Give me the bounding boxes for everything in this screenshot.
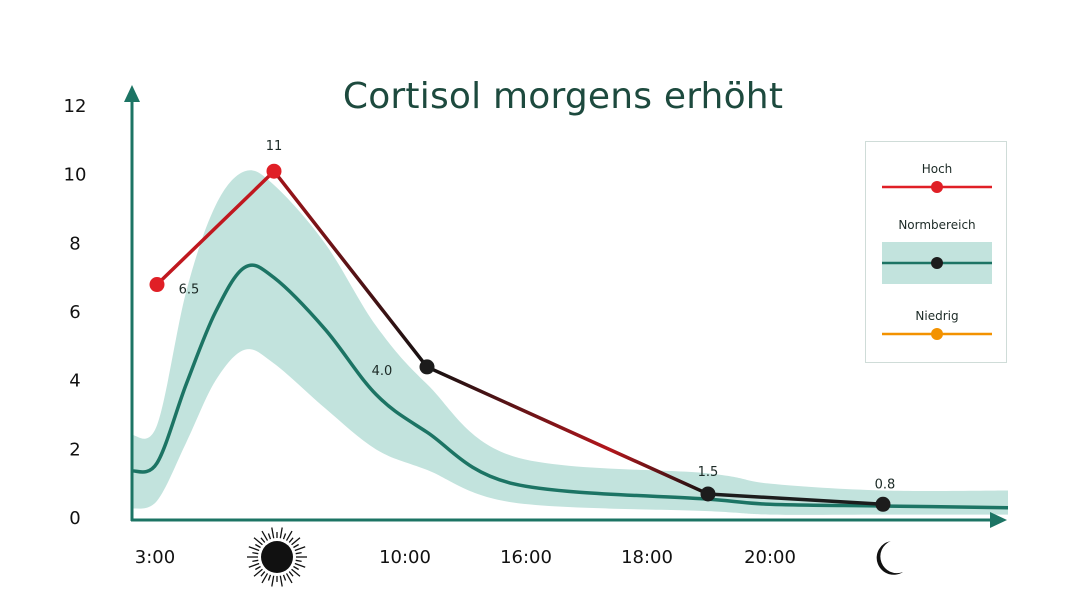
x-tick-label: 18:00 bbox=[621, 547, 673, 568]
x-axis-arrow-icon bbox=[990, 512, 1007, 528]
data-label: 0.8 bbox=[875, 477, 896, 492]
data-point bbox=[149, 277, 165, 293]
moon-icon bbox=[876, 541, 903, 575]
chart-title: Cortisol morgens erhöht bbox=[342, 76, 784, 117]
legend-label-hoch: Hoch bbox=[921, 162, 953, 176]
legend-swatch-normbereich bbox=[882, 242, 992, 284]
y-axis-arrow-icon bbox=[124, 85, 140, 102]
x-tick-label: 20:00 bbox=[744, 547, 796, 568]
legend-label-niedrig: Niedrig bbox=[915, 309, 959, 323]
series-segment bbox=[425, 365, 710, 496]
series-lines bbox=[155, 169, 885, 507]
y-tick-labels: 0 2 4 6 8 10 12 bbox=[64, 96, 87, 529]
x-tick-label: 3:00 bbox=[135, 547, 175, 568]
data-point bbox=[266, 163, 282, 179]
data-point bbox=[419, 359, 435, 375]
legend-swatch-niedrig bbox=[882, 328, 992, 340]
axes bbox=[124, 85, 1007, 528]
legend-swatch-hoch bbox=[882, 181, 992, 193]
data-label: 11 bbox=[266, 139, 283, 154]
normal-range-mean-line bbox=[131, 263, 1009, 510]
y-tick-label: 12 bbox=[64, 96, 87, 117]
y-tick-label: 0 bbox=[69, 508, 80, 529]
sun-icon bbox=[247, 527, 307, 587]
data-point bbox=[875, 496, 891, 512]
series-segment bbox=[272, 169, 429, 369]
normal-range-band bbox=[132, 170, 1008, 515]
legend: Hoch Normbereich Niedrig bbox=[865, 141, 1007, 363]
series-segment bbox=[155, 169, 276, 287]
data-labels: 6.5 11 4.0 1.5 0.8 bbox=[179, 139, 896, 492]
data-label: 6.5 bbox=[179, 283, 200, 298]
y-tick-label: 6 bbox=[69, 302, 80, 323]
x-tick-label: 16:00 bbox=[500, 547, 552, 568]
x-tick-label: 10:00 bbox=[379, 547, 431, 568]
legend-label-normbereich: Normbereich bbox=[898, 218, 976, 232]
y-tick-label: 2 bbox=[69, 439, 80, 460]
data-label: 4.0 bbox=[372, 364, 393, 379]
y-tick-label: 4 bbox=[69, 371, 80, 392]
data-point bbox=[700, 486, 716, 502]
series-segment bbox=[706, 492, 885, 507]
data-label: 1.5 bbox=[698, 465, 719, 480]
y-tick-label: 8 bbox=[69, 233, 80, 254]
series-points bbox=[149, 163, 891, 512]
x-tick-labels: 3:00 10:00 16:00 18:00 20:00 bbox=[135, 527, 903, 587]
y-tick-label: 10 bbox=[64, 165, 87, 186]
